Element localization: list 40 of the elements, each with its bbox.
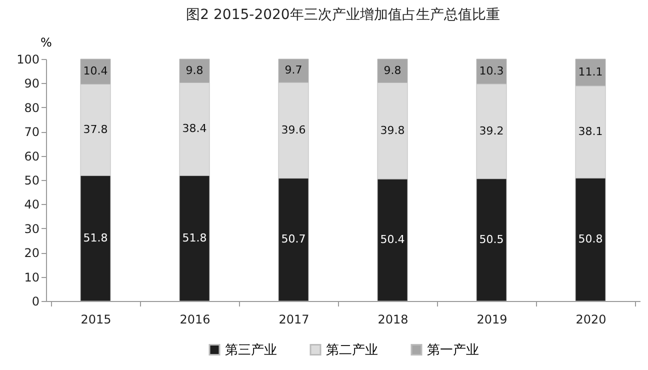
y-tick-label: 90 — [24, 76, 40, 91]
data-label: 37.8 — [83, 122, 108, 136]
y-tick-label: 80 — [24, 100, 40, 115]
x-tick-label: 2016 — [180, 312, 210, 326]
data-label: 39.2 — [479, 124, 504, 138]
x-tick-label: 2017 — [278, 312, 310, 326]
y-axis-title: % — [40, 36, 52, 50]
x-tick-label: 2015 — [80, 312, 112, 326]
x-tick-label: 2020 — [576, 312, 606, 326]
data-label: 9.8 — [384, 64, 402, 77]
legend-label: 第三产业 — [225, 342, 277, 358]
data-label: 39.8 — [380, 124, 405, 137]
data-label: 50.8 — [578, 232, 603, 246]
legend-label: 第一产业 — [427, 342, 479, 358]
y-tick-label: 100 — [16, 52, 40, 66]
data-label: 50.4 — [380, 233, 405, 246]
data-label: 10.3 — [479, 64, 504, 78]
data-label: 51.8 — [182, 231, 207, 244]
data-label: 11.1 — [578, 65, 603, 78]
data-label: 38.4 — [182, 122, 207, 136]
data-label: 39.6 — [281, 123, 306, 136]
chart-title: 图2 2015-2020年三次产业增加值占生产总值比重 — [186, 7, 500, 23]
y-tick-label: 50 — [24, 174, 40, 188]
data-label: 50.7 — [281, 232, 306, 246]
y-tick-label: 0 — [32, 294, 40, 308]
x-tick-label: 2018 — [378, 312, 408, 326]
y-tick-label: 30 — [24, 222, 40, 236]
data-label: 9.7 — [284, 64, 302, 77]
y-tick-label: 20 — [24, 246, 40, 260]
data-label: 50.5 — [479, 232, 504, 246]
y-tick-label: 10 — [24, 270, 40, 284]
y-tick-label: 40 — [24, 198, 40, 212]
legend-label: 第二产业 — [326, 342, 378, 358]
data-label: 38.1 — [578, 124, 603, 138]
y-tick-label: 70 — [24, 125, 40, 140]
data-label: 10.4 — [83, 64, 108, 78]
x-tick-label: 2019 — [476, 312, 508, 326]
data-label: 9.8 — [186, 64, 204, 77]
y-tick-label: 60 — [24, 149, 40, 164]
data-label: 51.8 — [83, 231, 108, 244]
